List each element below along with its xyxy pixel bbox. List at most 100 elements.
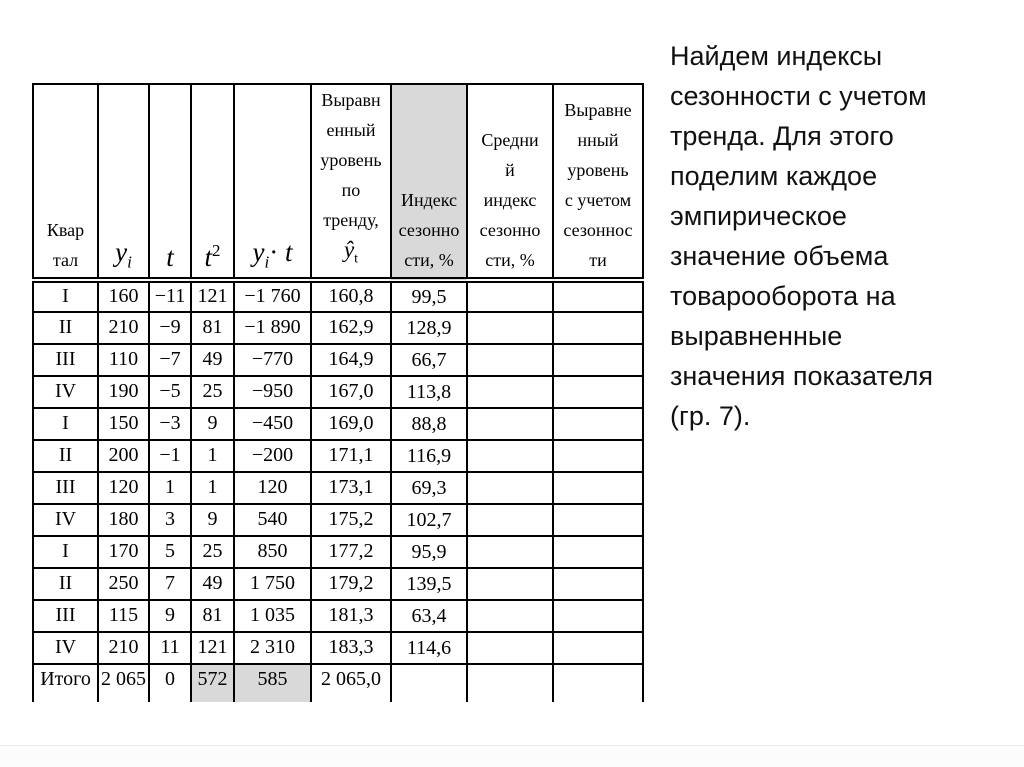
cell-trend: 164,9	[310, 342, 392, 377]
cell-t: −9	[148, 310, 192, 345]
total-t: 0	[148, 662, 192, 702]
table-row: I 160 −11 121 −1 760 160,8 99,5	[32, 278, 644, 313]
cell-trend: 173,1	[310, 470, 392, 505]
cell-t2: 121	[190, 630, 235, 665]
cell-yit: 1 750	[233, 566, 312, 601]
table-row: II 250 7 49 1 750 179,2 139,5	[32, 566, 644, 601]
cell-t2: 81	[190, 310, 235, 345]
note-line: товарооборота на	[670, 281, 896, 311]
cell-adjusted	[552, 470, 644, 505]
col-header-trend-level: Выравн енный уровень по тренду, ŷt	[310, 83, 392, 283]
cell-yi: 150	[97, 406, 150, 441]
cell-index: 69,3	[390, 470, 468, 505]
cell-yit: 2 310	[233, 630, 312, 665]
cell-t2: 1	[190, 438, 235, 473]
note-line: (гр. 7).	[670, 401, 751, 431]
cell-quarter: III	[32, 470, 99, 505]
cell-index: 99,5	[390, 278, 468, 313]
cell-index: 88,8	[390, 406, 468, 441]
cell-t: −5	[148, 374, 192, 409]
cell-index: 114,6	[390, 630, 468, 665]
table-row: II 200 −1 1 −200 171,1 116,9	[32, 438, 644, 473]
cell-yit: −450	[233, 406, 312, 441]
cell-t: 3	[148, 502, 192, 537]
cell-t2: 81	[190, 598, 235, 633]
table-total-row: Итого 2 065 0 572 585 2 065,0	[32, 662, 644, 702]
cell-quarter: III	[32, 342, 99, 377]
cell-trend: 162,9	[310, 310, 392, 345]
cell-t2: 25	[190, 374, 235, 409]
cell-adjusted	[552, 310, 644, 345]
cell-adjusted	[552, 566, 644, 601]
table-row: I 150 −3 9 −450 169,0 88,8	[32, 406, 644, 441]
cell-avg-index	[466, 534, 554, 569]
cell-trend: 177,2	[310, 534, 392, 569]
cell-yit: −950	[233, 374, 312, 409]
cell-t: 5	[148, 534, 192, 569]
cell-t2: 25	[190, 534, 235, 569]
cell-t2: 1	[190, 470, 235, 505]
cell-t: 1	[148, 470, 192, 505]
cell-avg-index	[466, 630, 554, 665]
cell-yi: 110	[97, 342, 150, 377]
cell-trend: 171,1	[310, 438, 392, 473]
note-line: поделим каждое	[670, 161, 878, 191]
cell-index: 95,9	[390, 534, 468, 569]
cell-quarter: II	[32, 566, 99, 601]
cell-yi: 250	[97, 566, 150, 601]
cell-index: 139,5	[390, 566, 468, 601]
cell-t2: 9	[190, 406, 235, 441]
cell-index: 128,9	[390, 310, 468, 345]
cell-t2: 121	[190, 278, 235, 313]
col-header-yi-times-t: yi· t	[233, 83, 312, 283]
note-line: сезонности с учетом	[670, 81, 927, 111]
col-header-quarter: Квар тал	[32, 83, 99, 283]
cell-index: 63,4	[390, 598, 468, 633]
cell-yi: 170	[97, 534, 150, 569]
cell-yit: 850	[233, 534, 312, 569]
cell-avg-index	[466, 310, 554, 345]
cell-yit: 120	[233, 470, 312, 505]
cell-trend: 169,0	[310, 406, 392, 441]
cell-t: −11	[148, 278, 192, 313]
col-header-adjusted-level: Выравне нный уровень с учетом сезоннос т…	[552, 83, 644, 283]
cell-yi: 120	[97, 470, 150, 505]
cell-t: −3	[148, 406, 192, 441]
total-adjusted	[552, 662, 644, 702]
total-t-squared: 572	[190, 662, 235, 702]
cell-avg-index	[466, 502, 554, 537]
col-header-t-squared: t2	[190, 83, 235, 283]
table-row: I 170 5 25 850 177,2 95,9	[32, 534, 644, 569]
total-avg-index	[466, 662, 554, 702]
table-row: III 120 1 1 120 173,1 69,3	[32, 470, 644, 505]
total-yi: 2 065	[97, 662, 150, 702]
total-label: Итого	[32, 662, 99, 702]
cell-trend: 183,3	[310, 630, 392, 665]
cell-adjusted	[552, 278, 644, 313]
table-row: III 115 9 81 1 035 181,3 63,4	[32, 598, 644, 633]
cell-trend: 175,2	[310, 502, 392, 537]
cell-t: 7	[148, 566, 192, 601]
cell-t: 11	[148, 630, 192, 665]
cell-t: 9	[148, 598, 192, 633]
cell-avg-index	[466, 342, 554, 377]
note-line: значения показателя	[670, 361, 934, 391]
note-line: значение объема	[670, 241, 889, 271]
note-line: тренда. Для этого	[670, 121, 894, 151]
note-line: эмпирическое	[670, 201, 847, 231]
cell-avg-index	[466, 438, 554, 473]
cell-index: 113,8	[390, 374, 468, 409]
table-row: III 110 −7 49 −770 164,9 66,7	[32, 342, 644, 377]
slide-bottom-margin	[0, 746, 1024, 767]
table-row: IV 180 3 9 540 175,2 102,7	[32, 502, 644, 537]
cell-yit: 540	[233, 502, 312, 537]
cell-adjusted	[552, 438, 644, 473]
col-header-avg-seasonality-index: Средни й индекс сезонно сти, %	[466, 83, 554, 283]
cell-avg-index	[466, 406, 554, 441]
table-row: II 210 −9 81 −1 890 162,9 128,9	[32, 310, 644, 345]
cell-index: 66,7	[390, 342, 468, 377]
cell-quarter: I	[32, 406, 99, 441]
cell-adjusted	[552, 342, 644, 377]
table-header: Квар тал yi t t2 yi· t Выравн енный уров…	[32, 83, 644, 283]
cell-yit: −770	[233, 342, 312, 377]
